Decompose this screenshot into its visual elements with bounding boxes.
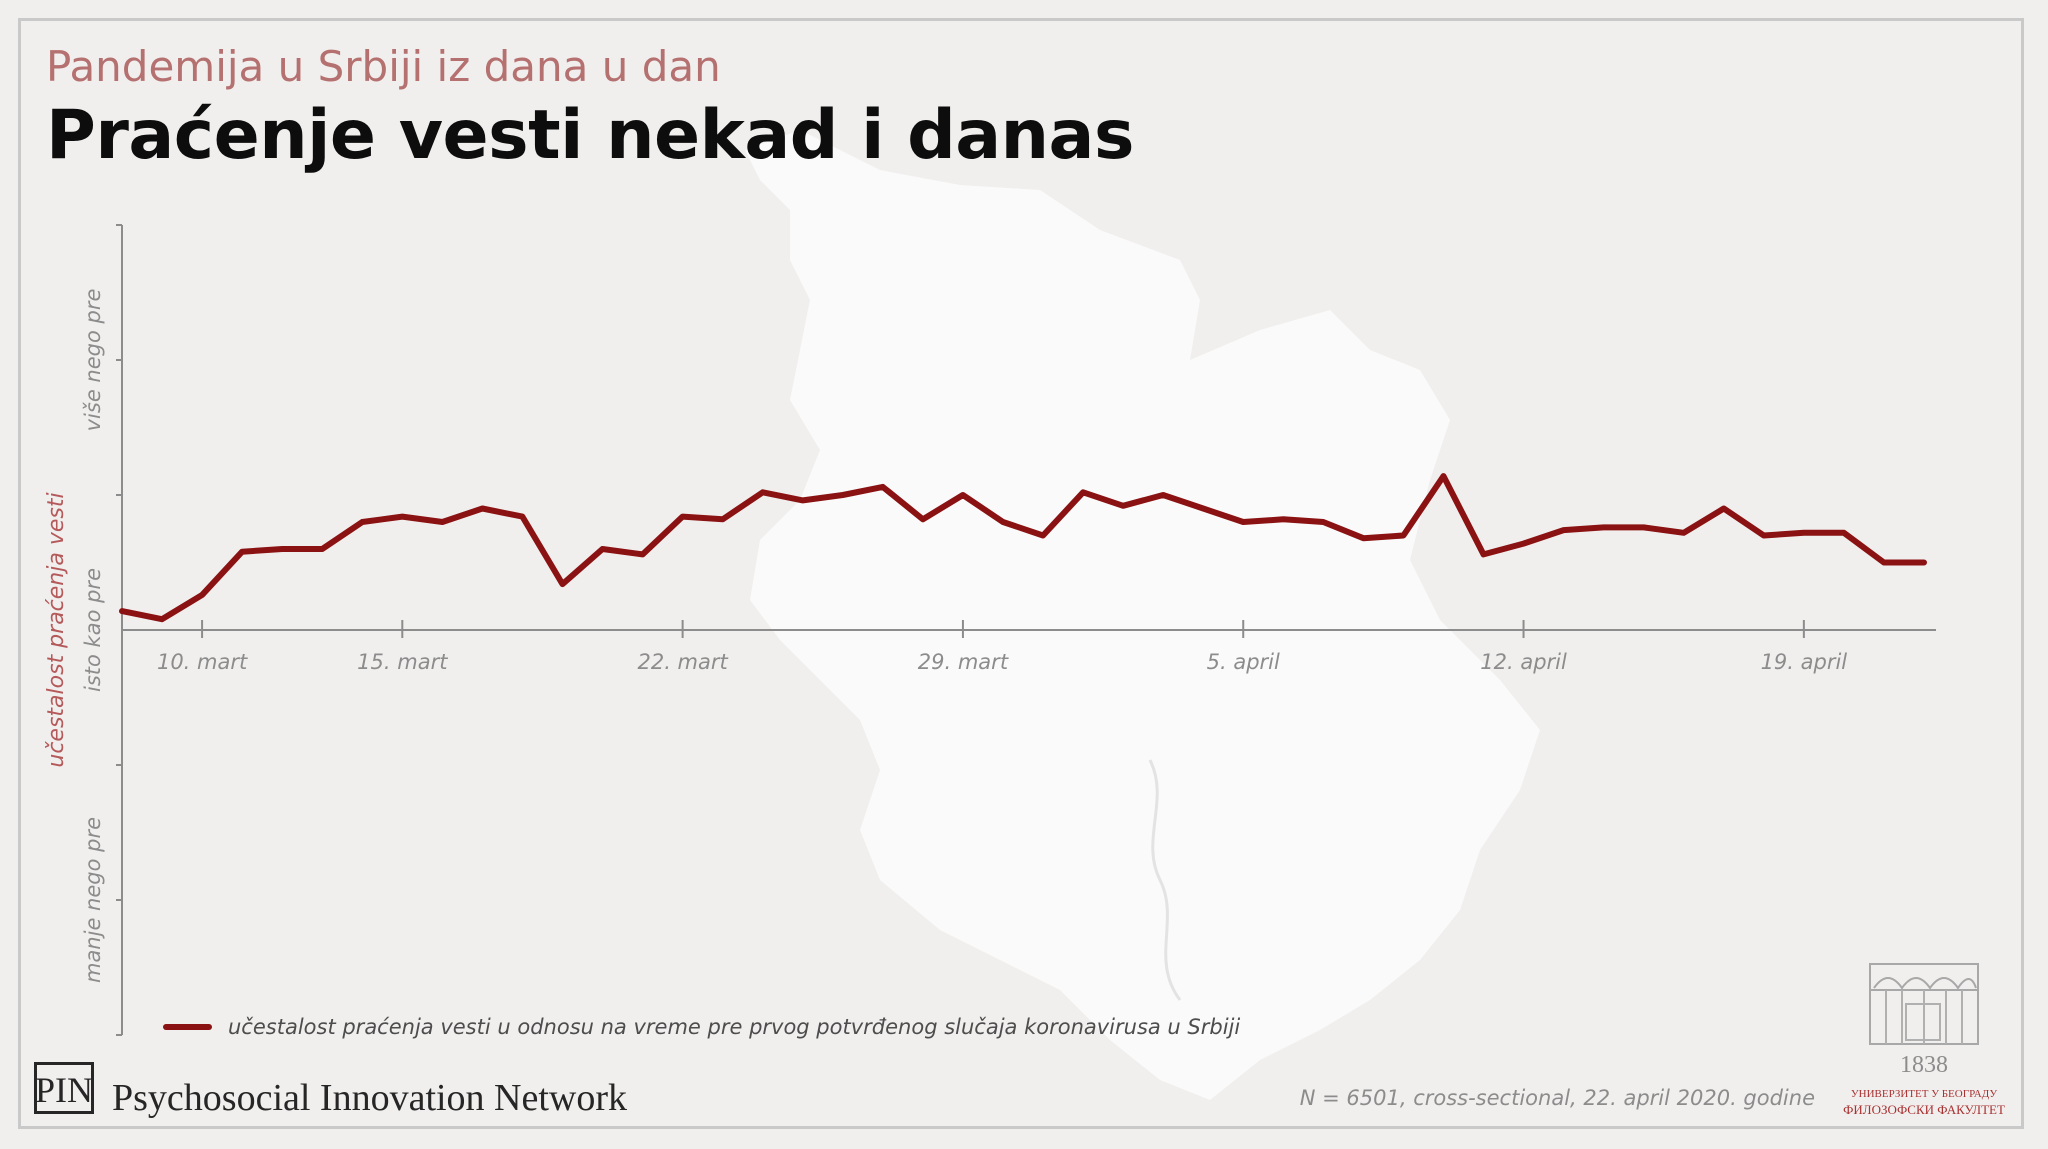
- x-tick-label: 19. april: [1761, 650, 1848, 674]
- pin-logo-text: PIN: [35, 1070, 93, 1110]
- x-tick-label: 12. april: [1480, 650, 1567, 674]
- x-axis-ticks: 10. mart 15. mart 22. mart 29. mart 5. april…: [157, 620, 1847, 674]
- university-name: УНИВЕРЗИТЕТ У БЕОГРАДУ: [1850, 1088, 1998, 1100]
- x-tick-label: 5. april: [1207, 650, 1280, 674]
- university-founding-year: 1838: [1900, 1052, 1948, 1078]
- sample-note: N = 6501, cross-sectional, 22. april 202…: [1299, 1086, 1815, 1110]
- slide-subtitle: Pandemija u Srbiji iz dana u dan: [46, 42, 721, 91]
- map-border-line: [1148, 759, 1182, 1001]
- y-category-label: manje nego pre: [81, 817, 105, 983]
- x-tick-label: 10. mart: [157, 650, 248, 674]
- y-category-label: isto kao pre: [81, 568, 105, 692]
- faculty-name: ФИЛОЗОФСКИ ФАКУЛТЕТ: [1843, 1102, 2005, 1117]
- legend-label: učestalost praćenja vesti u odnosu na vr…: [228, 1015, 1240, 1039]
- series-line: [119, 473, 1927, 623]
- y-axis-category-labels: više nego pre isto kao pre manje nego pre: [81, 289, 105, 983]
- slide-frame: [18, 18, 2024, 1129]
- pin-logo: PIN: [34, 1062, 94, 1114]
- y-axis-title: učestalost praćenja vesti: [44, 492, 69, 767]
- serbia-map-shape: [745, 130, 1540, 1100]
- x-tick-label: 15. mart: [357, 650, 448, 674]
- slide-title: Praćenje vesti nekad i danas: [46, 96, 1134, 175]
- x-tick-label: 22. mart: [637, 650, 728, 674]
- y-category-label: više nego pre: [81, 289, 105, 432]
- x-tick-label: 29. mart: [918, 650, 1009, 674]
- organization-name: Psychosocial Innovation Network: [112, 1077, 628, 1119]
- university-building-logo: [1869, 963, 1979, 1045]
